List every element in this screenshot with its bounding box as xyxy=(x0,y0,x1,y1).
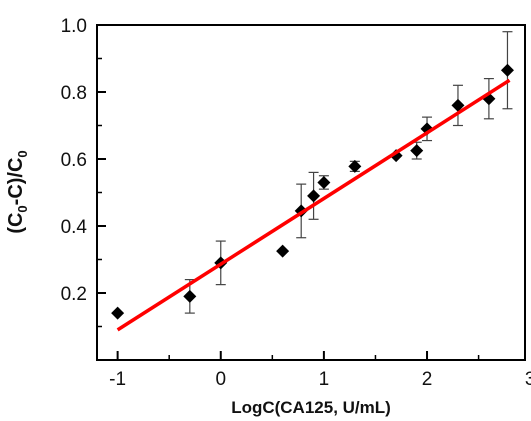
x-axis: -1 0 1 2 3 xyxy=(109,351,531,390)
data-point xyxy=(348,159,362,173)
x-axis-label: LogC(CA125, U/mL) xyxy=(231,398,391,417)
x-tick-label: 1 xyxy=(319,369,330,390)
y-tick-label: 0.6 xyxy=(61,150,87,171)
data-point xyxy=(317,175,331,189)
x-tick-label: 2 xyxy=(422,369,433,390)
data-point xyxy=(111,306,125,320)
data-point xyxy=(183,289,197,303)
data-point xyxy=(500,63,514,77)
data-point xyxy=(307,189,321,203)
x-tick-label: -1 xyxy=(109,369,126,390)
y-axis: 0.2 0.4 0.6 0.8 1.0 xyxy=(61,16,106,328)
y-tick-label: 0.4 xyxy=(61,217,88,238)
x-tick-label: 0 xyxy=(215,369,226,390)
y-tick-label: 0.8 xyxy=(61,83,87,104)
fit-line-group xyxy=(116,78,511,332)
y-tick-label: 1.0 xyxy=(61,16,87,37)
x-tick-label: 3 xyxy=(525,369,531,390)
data-series xyxy=(111,31,514,320)
y-tick-label: 0.2 xyxy=(61,284,87,305)
fit-line xyxy=(116,78,511,332)
data-point xyxy=(410,144,424,158)
data-point xyxy=(276,244,290,258)
y-axis-label: (C0-C)/C0 xyxy=(5,150,30,233)
data-point xyxy=(451,98,465,112)
